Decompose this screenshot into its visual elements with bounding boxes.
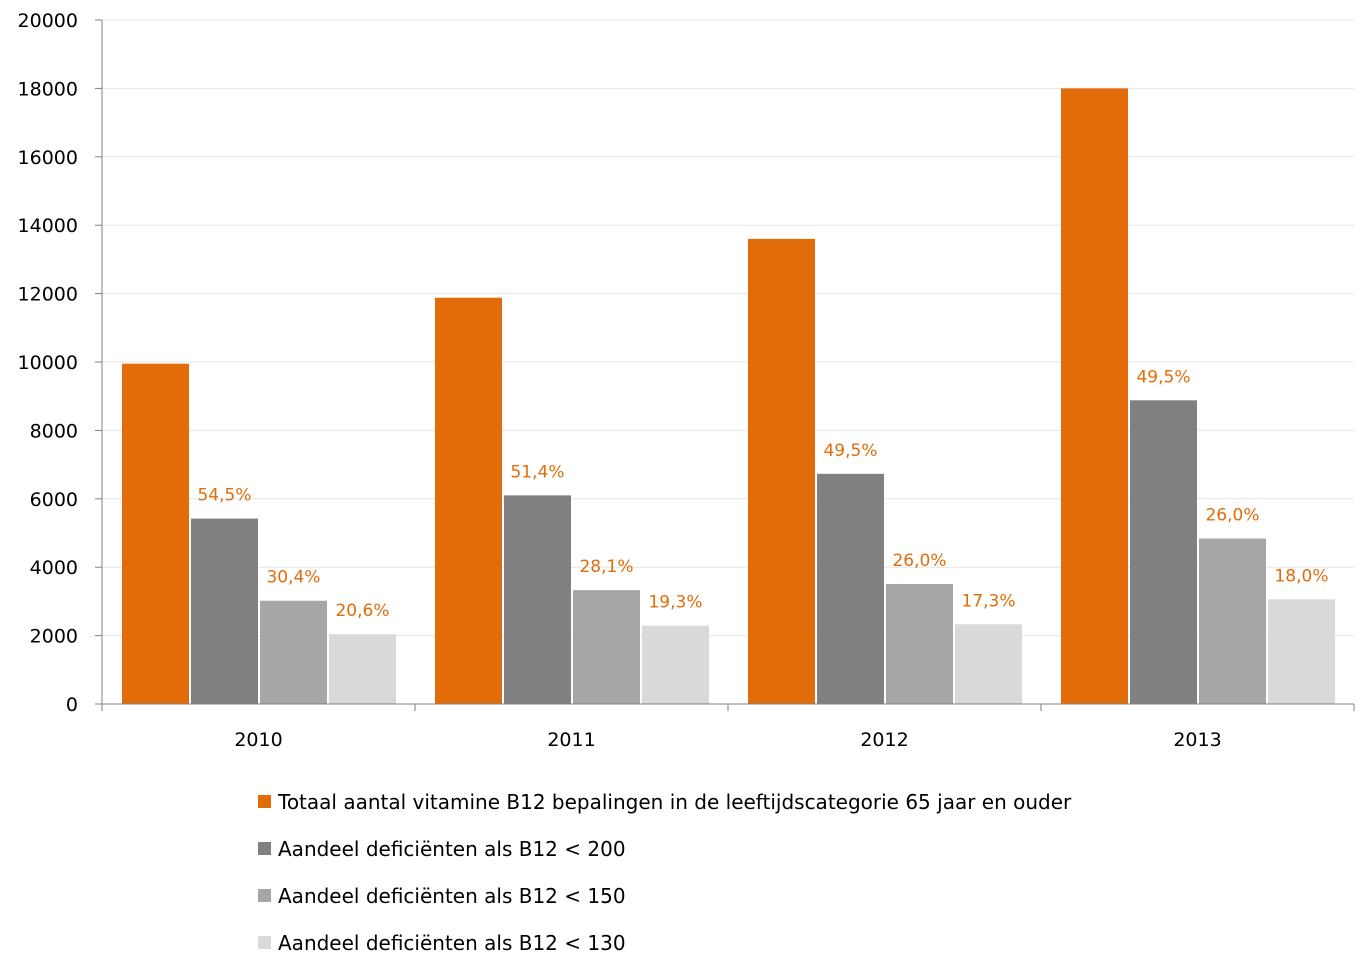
data-label: 51,4%	[510, 462, 564, 482]
data-labels: 54,5% 30,4% 20,6% 51,4% 28,1% 19,3% 49,5% 26,0%…	[197, 367, 1328, 621]
data-label: 28,1%	[579, 557, 633, 577]
bar	[955, 624, 1022, 704]
bar	[1061, 88, 1128, 704]
x-tick-label: 2010	[234, 729, 282, 751]
legend-label: Aandeel deficiënten als B12 < 200	[278, 836, 626, 861]
legend-item: Aandeel deficiënten als B12 < 200	[258, 825, 1071, 872]
legend-swatch	[258, 795, 271, 808]
legend: Totaal aantal vitamine B12 bepalingen in…	[258, 778, 1071, 966]
bar	[329, 634, 396, 704]
bar	[642, 625, 709, 704]
y-tick-label: 14000	[18, 215, 78, 237]
y-tick-label: 8000	[30, 420, 78, 442]
bar	[1268, 599, 1335, 704]
bar	[1130, 400, 1197, 704]
data-label: 20,6%	[335, 601, 389, 621]
legend-swatch	[258, 889, 271, 902]
legend-item: Totaal aantal vitamine B12 bepalingen in…	[258, 778, 1071, 825]
data-label: 26,0%	[892, 551, 946, 571]
bar	[817, 473, 884, 704]
data-label: 26,0%	[1205, 505, 1259, 525]
data-label: 54,5%	[197, 486, 251, 506]
bar-chart: 0 2000 4000 6000 8000 10000 12000 14000 16000 180…	[18, 10, 1355, 751]
x-tick-label: 2013	[1173, 729, 1221, 751]
bar	[260, 600, 327, 704]
data-label: 18,0%	[1274, 566, 1328, 586]
legend-label: Aandeel deficiënten als B12 < 150	[278, 883, 626, 908]
bar	[886, 583, 953, 704]
data-label: 17,3%	[961, 591, 1015, 611]
data-label: 19,3%	[648, 593, 702, 613]
x-tick-label: 2012	[860, 729, 908, 751]
y-tick-label: 18000	[18, 78, 78, 100]
y-tick-label: 10000	[18, 352, 78, 374]
bar	[573, 590, 640, 704]
y-tick-label: 20000	[18, 10, 78, 32]
legend-swatch	[258, 936, 271, 949]
gridlines	[102, 19, 1354, 637]
data-label: 49,5%	[1136, 367, 1190, 387]
legend-swatch	[258, 842, 271, 855]
bar	[122, 363, 189, 704]
data-label: 49,5%	[823, 441, 877, 461]
y-tick-label: 12000	[18, 284, 78, 306]
legend-label: Aandeel deficiënten als B12 < 130	[278, 930, 626, 955]
bar	[1199, 538, 1266, 704]
y-tick-label: 6000	[30, 489, 78, 511]
bar	[191, 518, 258, 704]
bar	[748, 238, 815, 704]
axes: 0 2000 4000 6000 8000 10000 12000 14000 16000 180…	[18, 10, 1355, 751]
y-tick-label: 2000	[30, 626, 78, 648]
bar	[504, 495, 571, 704]
x-tick-label: 2011	[547, 729, 595, 751]
legend-item: Aandeel deficiënten als B12 < 130	[258, 919, 1071, 966]
legend-label: Totaal aantal vitamine B12 bepalingen in…	[278, 789, 1072, 814]
y-tick-label: 16000	[18, 147, 78, 169]
y-tick-label: 0	[66, 694, 78, 716]
legend-item: Aandeel deficiënten als B12 < 150	[258, 872, 1071, 919]
bars	[122, 88, 1335, 704]
y-tick-label: 4000	[30, 557, 78, 579]
data-label: 30,4%	[266, 568, 320, 588]
bar	[435, 297, 502, 704]
